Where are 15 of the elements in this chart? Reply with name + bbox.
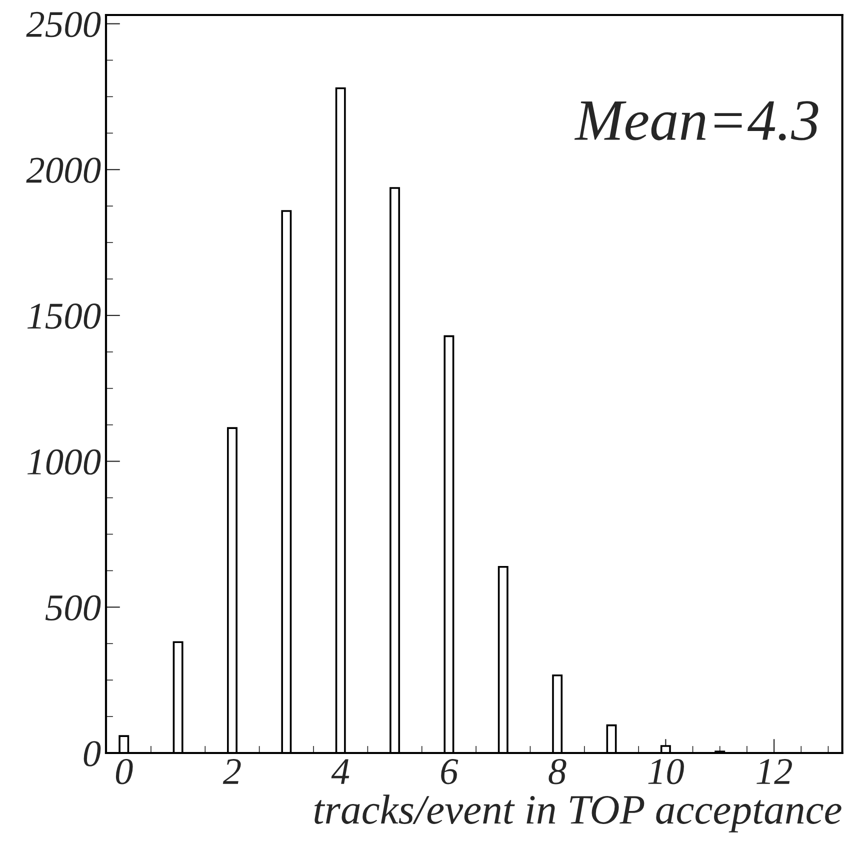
x-tick-label: 8 xyxy=(548,758,566,784)
y-tick-label: 2000 xyxy=(26,158,101,183)
y-tick-label: 0 xyxy=(84,741,101,766)
x-tick-label: 2 xyxy=(222,759,241,784)
x-tick-label: 0 xyxy=(116,758,133,784)
annotation: Mean=4.3 xyxy=(574,101,818,141)
y-tick-label: 1500 xyxy=(27,304,101,329)
y-tick-label: 1000 xyxy=(27,449,101,475)
x-tick-label: 10 xyxy=(648,758,684,784)
x-axis-title: tracks/event in TOP acceptance xyxy=(314,794,842,832)
y-tick-label: 500 xyxy=(45,595,101,621)
x-tick-label: 6 xyxy=(441,759,458,784)
x-tick-label: 12 xyxy=(756,759,792,784)
x-tick-label: 4 xyxy=(331,759,350,784)
y-tick-label: 2500 xyxy=(26,12,101,38)
